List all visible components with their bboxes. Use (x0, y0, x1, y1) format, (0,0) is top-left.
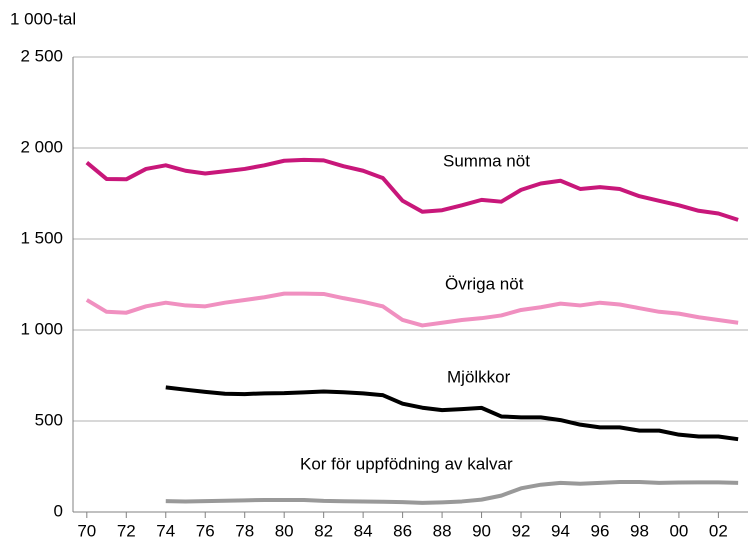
x-tick-label: 88 (433, 521, 452, 540)
y-tick-label: 0 (54, 501, 63, 520)
x-tick-label: 70 (77, 521, 96, 540)
series-line (85, 291, 739, 328)
x-tick-label: 78 (235, 521, 254, 540)
y-tick-label: 1 000 (20, 319, 63, 338)
x-tick-label: 80 (275, 521, 294, 540)
series-line (85, 157, 739, 222)
x-tick-label: 98 (630, 521, 649, 540)
x-tick-label: 92 (512, 521, 531, 540)
series-line (165, 385, 739, 442)
x-tick-label: 82 (314, 521, 333, 540)
series-label: Summa nöt (443, 151, 530, 170)
x-tick-label: 00 (669, 521, 688, 540)
series-label: Övriga nöt (445, 274, 524, 293)
series-line (165, 479, 739, 505)
x-tick-label: 72 (117, 521, 136, 540)
y-axis-label: 1 000-tal (10, 9, 76, 28)
x-tick-label: 84 (354, 521, 373, 540)
y-tick-label: 2 000 (20, 137, 63, 156)
x-tick-label: 90 (472, 521, 491, 540)
x-tick-label: 74 (156, 521, 175, 540)
x-tick-label: 02 (709, 521, 728, 540)
x-tick-label: 94 (551, 521, 570, 540)
x-tick-label: 86 (393, 521, 412, 540)
y-tick-label: 500 (35, 410, 63, 429)
series-label: Mjölkkor (447, 367, 511, 386)
y-tick-label: 2 500 (20, 46, 63, 65)
series-label: Kor för uppfödning av kalvar (300, 454, 513, 473)
x-tick-label: 76 (196, 521, 215, 540)
x-tick-label: 96 (591, 521, 610, 540)
y-tick-label: 1 500 (20, 228, 63, 247)
